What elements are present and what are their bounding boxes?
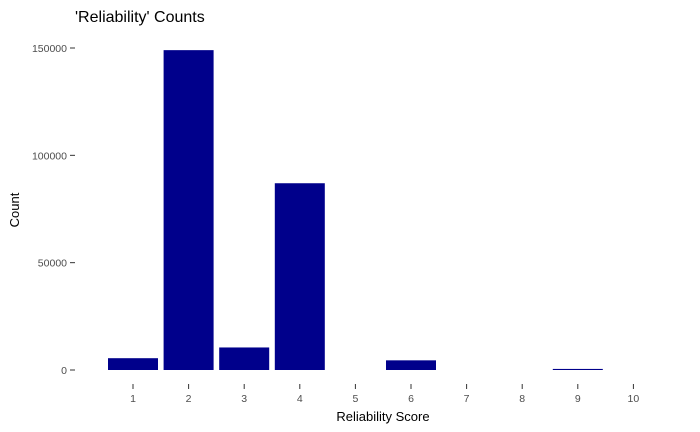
x-tick-label: 4 [297,393,303,405]
x-axis: 1 2 3 4 5 6 7 8 9 10 [130,384,639,405]
bar-4 [274,183,325,370]
y-axis: 0 50000 100000 150000 [32,43,75,377]
x-tick-label: 9 [575,393,581,405]
y-tick-label: 0 [61,365,67,377]
x-tick-label: 6 [408,393,414,405]
x-tick-label: 5 [352,393,358,405]
x-tick-label: 7 [464,393,470,405]
x-tick-label: 3 [241,393,247,405]
y-tick-label: 50000 [38,258,67,270]
bar-2 [163,50,214,370]
bar-6 [386,360,436,370]
y-tick-label: 100000 [32,150,67,162]
y-axis-title: Count [7,192,22,227]
x-tick-label: 2 [186,393,192,405]
bars [108,50,603,370]
bar-9 [552,368,603,370]
bar-1 [108,358,158,370]
x-tick-label: 8 [519,393,525,405]
chart-title: 'Reliability' Counts [75,9,205,26]
bar-3 [219,347,270,370]
x-tick-label: 10 [628,393,640,405]
x-axis-title: Reliability Score [336,409,429,424]
x-tick-label: 1 [130,393,136,405]
y-tick-label: 150000 [32,43,67,55]
